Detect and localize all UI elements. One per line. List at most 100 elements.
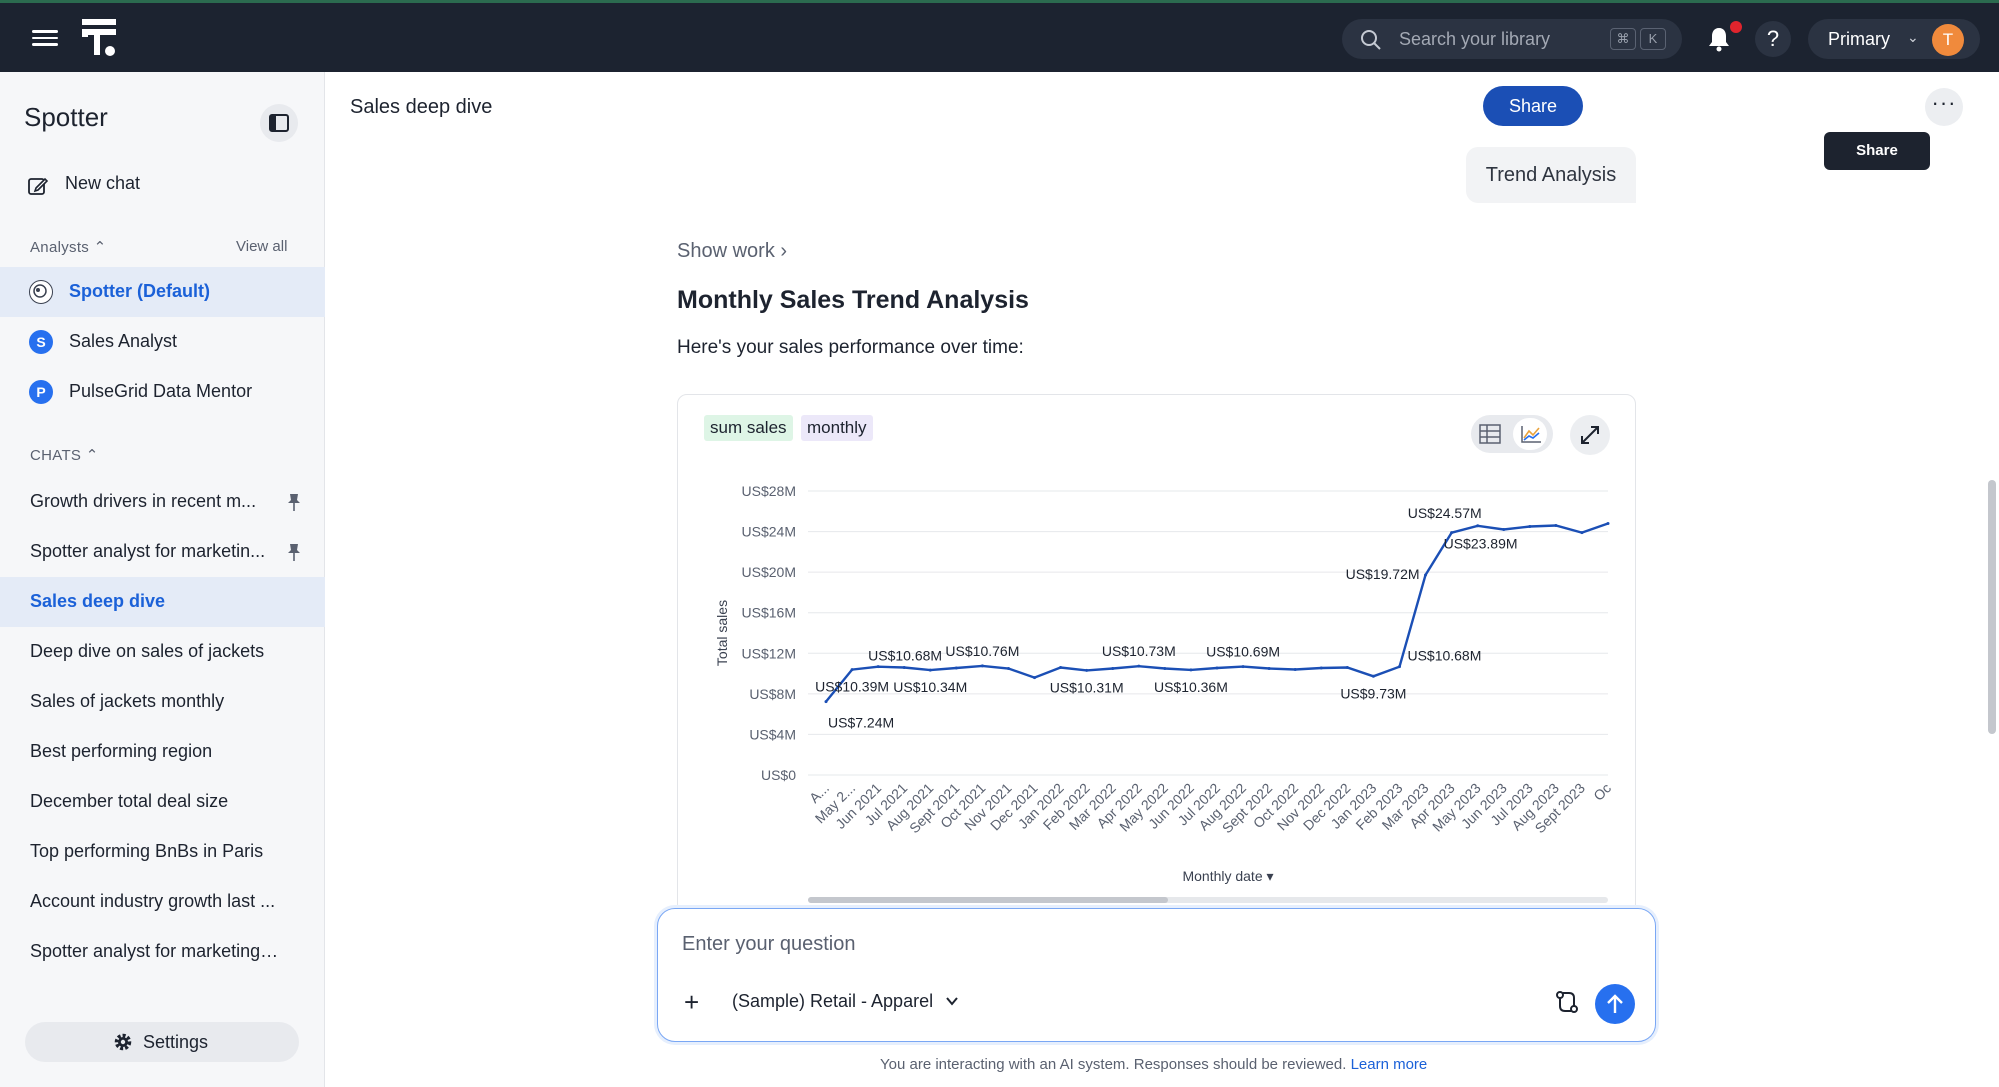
data-point	[1137, 664, 1141, 668]
top-navigation-bar: ⌘ K ? Primary ⌄ T	[0, 0, 1999, 72]
chats-section-header[interactable]: CHATS ⌃	[30, 446, 99, 464]
data-label: US$10.31M	[1050, 679, 1124, 695]
chat-item[interactable]: Growth drivers in recent m...	[0, 477, 325, 527]
notifications-bell-icon[interactable]	[1705, 25, 1733, 53]
analyst-label: PulseGrid Data Mentor	[69, 381, 253, 401]
chevron-right-icon: ›	[780, 240, 788, 262]
help-button[interactable]: ?	[1755, 21, 1791, 57]
view-all-link[interactable]: View all	[236, 238, 288, 255]
settings-label: Settings	[143, 1032, 209, 1052]
chat-label: Sales deep dive	[30, 591, 166, 611]
data-point	[1371, 674, 1375, 678]
data-label: US$9.73M	[1340, 685, 1406, 701]
main-content: Sales deep dive	[326, 72, 1999, 1087]
x-axis-label: Monthly date ▾	[1182, 868, 1273, 884]
data-source-selector[interactable]: (Sample) Retail - Apparel	[732, 991, 934, 1011]
chat-label: Account industry growth last ...	[30, 891, 276, 911]
data-point	[1424, 573, 1428, 577]
user-message-bubble: Trend Analysis	[1466, 147, 1636, 203]
data-point	[1293, 668, 1297, 672]
y-tick-label: US$16M	[742, 605, 796, 621]
sidebar-title: Spotter	[24, 102, 108, 132]
send-button[interactable]	[1595, 984, 1635, 1024]
chat-item[interactable]: Sales of jackets monthly	[0, 677, 325, 727]
chat-item[interactable]: Account industry growth last ...	[0, 877, 325, 927]
chat-item[interactable]: Spotter analyst for marketin...	[0, 527, 325, 577]
settings-button[interactable]: Settings	[25, 1022, 299, 1062]
analyst-label: Spotter (Default)	[69, 281, 210, 301]
chat-label: Spotter analyst for marketing ...	[30, 941, 280, 961]
chat-label: Deep dive on sales of jackets	[30, 641, 265, 661]
data-point	[1554, 523, 1558, 527]
data-point	[928, 668, 932, 672]
data-label: US$10.69M	[1206, 644, 1280, 660]
data-point	[954, 666, 958, 670]
shortcut-key-cmd: ⌘	[1610, 28, 1636, 50]
y-tick-label: US$20M	[742, 564, 796, 580]
user-avatar[interactable]: T	[1932, 24, 1964, 56]
chat-label: December total deal size	[30, 791, 229, 811]
data-label: US$10.36M	[1154, 679, 1228, 695]
chevron-up-icon: ⌃	[93, 239, 107, 256]
chart-card: sum sales monthly US$0 US$4M US$8M US$12M US…	[677, 394, 1636, 914]
analysts-section-header[interactable]: Analysts ⌃	[30, 238, 106, 256]
sidebar: Spotter New chat Analysts ⌃ View all Spo…	[0, 72, 325, 1087]
measure-chip[interactable]: sum sales	[704, 415, 793, 441]
response-subtitle: Here's your sales performance over time:	[677, 337, 1024, 358]
chevron-down-icon: ⌄	[1907, 29, 1919, 45]
spotter-analyst-icon	[29, 280, 53, 304]
show-work-link[interactable]: Show work ›	[677, 240, 787, 263]
arrow-up-icon	[1607, 994, 1623, 1013]
search-icon	[1361, 30, 1381, 50]
chat-label: Growth drivers in recent m...	[30, 491, 257, 511]
more-options-button[interactable]: ···	[1925, 88, 1963, 126]
page-scrollbar[interactable]	[1988, 480, 1996, 734]
search-input[interactable]	[1399, 19, 1599, 59]
data-label: US$10.39M	[815, 679, 889, 695]
response-title: Monthly Sales Trend Analysis	[677, 286, 1029, 314]
table-view-icon[interactable]	[1479, 424, 1501, 444]
disclaimer-text: You are interacting with an AI system. R…	[880, 1056, 1347, 1073]
chart-view-toggle[interactable]	[1513, 418, 1547, 450]
chat-item[interactable]: December total deal size	[0, 777, 325, 827]
data-point	[1528, 525, 1532, 528]
learn-more-link[interactable]: Learn more	[1350, 1056, 1428, 1073]
pin-icon[interactable]	[287, 542, 301, 562]
analyst-sales-analyst[interactable]: S Sales Analyst	[0, 317, 325, 367]
period-chip[interactable]: monthly	[801, 415, 873, 441]
new-chat-label: New chat	[65, 173, 141, 193]
sidebar-panel-icon	[269, 114, 289, 132]
search-bar[interactable]: ⌘ K	[1342, 19, 1682, 59]
y-axis-label: Total sales	[714, 600, 730, 666]
data-label: US$23.89M	[1444, 536, 1518, 552]
chat-item[interactable]: Top performing BnBs in Paris	[0, 827, 325, 877]
chat-item-active[interactable]: Sales deep dive	[0, 577, 325, 627]
chat-item[interactable]: Best performing region	[0, 727, 325, 777]
data-label: US$10.68M	[868, 648, 942, 664]
add-attachment-button[interactable]: +	[684, 987, 700, 1017]
data-point	[1006, 667, 1010, 670]
data-point	[824, 700, 828, 704]
chat-item[interactable]: Deep dive on sales of jackets	[0, 627, 325, 677]
tools-icon[interactable]	[1554, 989, 1580, 1015]
y-tick-label: US$8M	[749, 686, 796, 702]
analyst-spotter-default[interactable]: Spotter (Default)	[0, 267, 325, 317]
y-tick-label: US$4M	[749, 726, 796, 742]
question-input[interactable]	[682, 929, 1382, 959]
collapse-sidebar-button[interactable]	[260, 104, 298, 142]
show-work-label: Show work	[677, 240, 775, 262]
chat-label: Best performing region	[30, 741, 213, 761]
expand-chart-button[interactable]	[1570, 415, 1610, 455]
view-toggle[interactable]	[1471, 415, 1553, 453]
data-point	[1606, 521, 1610, 525]
pin-icon[interactable]	[287, 492, 301, 512]
hamburger-menu-icon[interactable]	[30, 27, 60, 51]
data-label: US$19.72M	[1346, 566, 1420, 582]
app-logo[interactable]	[80, 17, 120, 59]
chart-scroll-thumb	[808, 897, 1168, 903]
chevron-down-icon[interactable]	[944, 993, 960, 1009]
share-button[interactable]: Share	[1483, 86, 1583, 126]
sidebar-scroll-fade	[0, 984, 324, 1012]
analyst-pulsegrid-data-mentor[interactable]: P PulseGrid Data Mentor	[0, 367, 325, 417]
chat-item[interactable]: Spotter analyst for marketing ...	[0, 927, 325, 977]
